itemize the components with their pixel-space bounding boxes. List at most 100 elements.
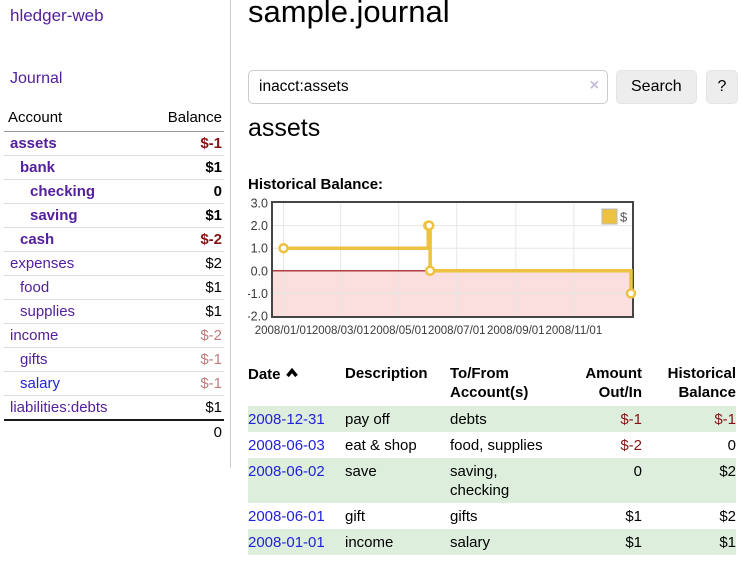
account-link-bank[interactable]: bank: [20, 159, 56, 176]
y-axis-tick-label: 0.0: [251, 264, 268, 278]
clear-search-icon[interactable]: ×: [589, 77, 599, 94]
accounts-total-row: 0: [4, 419, 224, 444]
search-form: × Search ?: [248, 70, 742, 104]
y-axis-tick-label: 2.0: [251, 219, 268, 233]
register-table-body: 2008-12-31 pay off debts $-1 $-1 2008-06-03 ea…: [248, 406, 736, 555]
account-balance: $1: [144, 275, 224, 300]
account-link-checking[interactable]: checking: [30, 183, 96, 200]
account-row: gifts $-1: [4, 347, 224, 372]
account-row: food $1: [4, 275, 224, 300]
account-link-liabilities-debts[interactable]: liabilities:debts: [10, 399, 108, 416]
register-row: 2008-06-01 gift gifts $1 $2: [248, 503, 736, 529]
transaction-date-link[interactable]: 2008-06-01: [248, 508, 325, 525]
y-axis-tick-label: 3.0: [251, 197, 268, 211]
register-row: 2008-01-01 income salary $1 $1: [248, 529, 736, 555]
x-axis-tick-label: 2008/05/01: [370, 325, 428, 337]
account-row: income $-2: [4, 323, 224, 348]
transaction-date-link[interactable]: 2008-01-01: [248, 534, 325, 551]
transaction-date-link[interactable]: 2008-06-02: [248, 463, 325, 480]
account-link-gifts[interactable]: gifts: [20, 351, 48, 368]
accounts-table: Account Balance assets $-1 bank $1 checking 0…: [4, 106, 224, 444]
transaction-amount: 0: [633, 463, 642, 480]
account-row: checking 0: [4, 179, 224, 204]
account-row: cash $-2: [4, 227, 224, 252]
transaction-balance: $-1: [714, 411, 736, 428]
account-heading: assets: [248, 114, 321, 142]
data-point-marker: [424, 265, 436, 277]
transaction-accounts: salary: [450, 534, 491, 551]
register-row: 2008-12-31 pay off debts $-1 $-1: [248, 406, 736, 432]
account-balance: $2: [144, 251, 224, 276]
accounts-col-balance: Balance: [144, 106, 224, 132]
register-col-description: Description: [345, 365, 428, 382]
main-content: sample.journal × Search ? assets Histori…: [246, 0, 742, 582]
data-point-marker: [423, 220, 435, 231]
transaction-amount: $1: [625, 534, 642, 551]
account-link-expenses[interactable]: expenses: [10, 255, 75, 272]
data-point-marker: [278, 242, 289, 254]
x-axis-tick-label: 2008/09/01: [487, 325, 545, 337]
account-balance: $-2: [144, 227, 224, 252]
account-link-salary[interactable]: salary: [20, 375, 61, 392]
account-link-income[interactable]: income: [10, 327, 59, 344]
account-balance: $-2: [144, 323, 224, 348]
register-col-amount-out-in: Amount Out/In: [585, 365, 642, 401]
chart-frame: [271, 201, 634, 318]
x-axis-tick-label: 2008/11/01: [546, 325, 603, 337]
register-col-date[interactable]: Date: [248, 361, 345, 406]
account-row: saving $1: [4, 203, 224, 228]
account-link-food[interactable]: food: [20, 279, 50, 296]
account-row: bank $1: [4, 155, 224, 180]
sidebar-item-journal[interactable]: Journal: [10, 70, 63, 87]
transaction-accounts: food, supplies: [450, 437, 543, 454]
search-input[interactable]: [248, 70, 608, 104]
account-link-cash[interactable]: cash: [20, 231, 55, 248]
transaction-balance: $1: [719, 534, 736, 551]
transaction-amount: $-1: [620, 411, 642, 428]
account-balance: $1: [144, 395, 224, 421]
transaction-accounts: debts: [450, 411, 487, 428]
account-balance: $-1: [144, 131, 224, 156]
help-button[interactable]: ?: [706, 70, 738, 104]
transaction-accounts: gifts: [450, 508, 478, 525]
account-link-assets[interactable]: assets: [10, 135, 57, 152]
account-balance: $-1: [144, 371, 224, 396]
brand-link[interactable]: hledger-web: [10, 6, 104, 25]
legend-label: $: [620, 210, 628, 225]
account-row: salary $-1: [4, 371, 224, 396]
legend-swatch: [601, 208, 618, 225]
x-axis-tick-label: 2008/01/01: [255, 325, 313, 337]
register-table-head: Date Description To/From Account(s) Amount Ou…: [248, 361, 736, 406]
account-balance: $-1: [144, 347, 224, 372]
accounts-col-account: Account: [4, 106, 145, 132]
data-point-marker: [625, 288, 637, 299]
chart-title: Historical Balance:: [248, 176, 384, 193]
register-col-to-from-account-s-: To/From Account(s): [450, 365, 529, 401]
account-link-saving[interactable]: saving: [30, 207, 78, 224]
y-axis-tick-label: 1.0: [251, 242, 268, 256]
y-axis-tick-label: -2.0: [248, 310, 268, 324]
transaction-balance: $2: [719, 463, 736, 480]
transaction-date-link[interactable]: 2008-06-03: [248, 437, 325, 454]
x-axis-tick-label: 2008/03/01: [312, 325, 370, 337]
register-table: Date Description To/From Account(s) Amount Ou…: [248, 361, 736, 555]
account-balance: $1: [144, 203, 224, 228]
transaction-description: income: [345, 534, 394, 551]
account-link-supplies[interactable]: supplies: [20, 303, 76, 320]
accounts-table-body: assets $-1 bank $1 checking 0 saving $1 cash $-2 e…: [4, 131, 224, 421]
account-row: assets $-1: [4, 131, 224, 156]
sort-asc-icon: [285, 364, 299, 383]
y-axis-tick-label: -1.0: [248, 287, 268, 301]
transaction-amount: $-2: [620, 437, 642, 454]
search-button[interactable]: Search: [616, 70, 697, 104]
transaction-description: pay off: [345, 411, 390, 428]
account-row: supplies $1: [4, 299, 224, 324]
register-row: 2008-06-02 save saving, checking 0 $2: [248, 458, 736, 503]
transaction-amount: $1: [625, 508, 642, 525]
transaction-description: eat & shop: [345, 437, 417, 454]
transaction-date-link[interactable]: 2008-12-31: [248, 411, 325, 428]
x-axis-tick-label: 2008/07/01: [428, 325, 486, 337]
account-balance: $1: [144, 155, 224, 180]
balance-chart[interactable]: $3.0 2.0 1.0 0.0 -1.0 -2.0 2008/01/01 2008/03/0…: [246, 196, 638, 342]
